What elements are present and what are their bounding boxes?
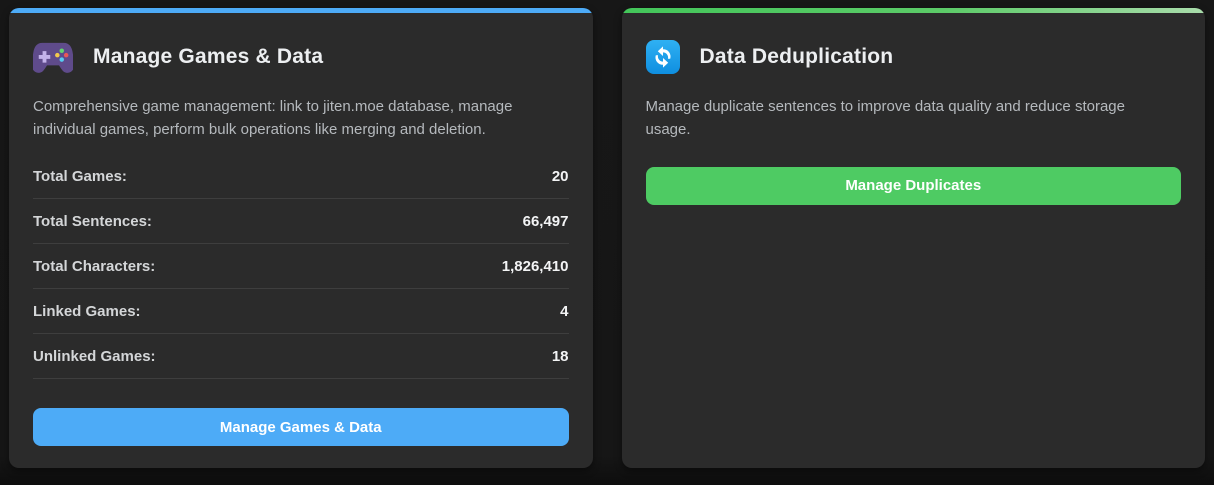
- card-header: Manage Games & Data: [33, 40, 569, 74]
- stat-label: Linked Games:: [33, 302, 141, 320]
- stat-label: Unlinked Games:: [33, 347, 156, 365]
- gamepad-icon: [33, 40, 73, 74]
- stat-label: Total Characters:: [33, 257, 156, 275]
- stat-row-total-sentences: Total Sentences: 66,497: [33, 199, 569, 244]
- stat-value: 20: [551, 167, 569, 185]
- stat-row-unlinked-games: Unlinked Games: 18: [33, 334, 569, 379]
- stats-list: Total Games: 20 Total Sentences: 66,497 …: [33, 154, 569, 379]
- manage-games-card: Manage Games & Data Comprehensive game m…: [9, 8, 593, 468]
- stat-value: 66,497: [522, 212, 569, 230]
- card-description: Comprehensive game management: link to j…: [33, 98, 513, 139]
- card-accent-bar-blue: [9, 8, 593, 13]
- stat-value: 1,826,410: [501, 257, 569, 275]
- stat-row-linked-games: Linked Games: 4: [33, 289, 569, 334]
- stat-value: 4: [560, 302, 569, 320]
- card-body: Data Deduplication Manage duplicate sent…: [622, 13, 1206, 468]
- sync-icon: [645, 40, 680, 74]
- manage-duplicates-button[interactable]: Manage Duplicates: [645, 166, 1181, 205]
- stat-value: 18: [551, 347, 569, 365]
- card-title: Manage Games & Data: [93, 45, 324, 68]
- stat-label: Total Sentences:: [33, 212, 152, 230]
- card-accent-bar-green: [621, 8, 1205, 13]
- card-header: Data Deduplication: [645, 40, 1182, 74]
- stat-row-total-characters: Total Characters: 1,826,410: [33, 244, 569, 289]
- stat-row-total-games: Total Games: 20: [33, 154, 569, 199]
- card-body: Manage Games & Data Comprehensive game m…: [9, 13, 593, 468]
- stat-label: Total Games:: [33, 167, 127, 185]
- card-description: Manage duplicate sentences to improve da…: [645, 98, 1125, 139]
- data-deduplication-card: Data Deduplication Manage duplicate sent…: [621, 8, 1206, 468]
- card-title: Data Deduplication: [699, 45, 894, 68]
- manage-games-button[interactable]: Manage Games & Data: [33, 408, 569, 446]
- cards-row: Manage Games & Data Comprehensive game m…: [9, 8, 1206, 468]
